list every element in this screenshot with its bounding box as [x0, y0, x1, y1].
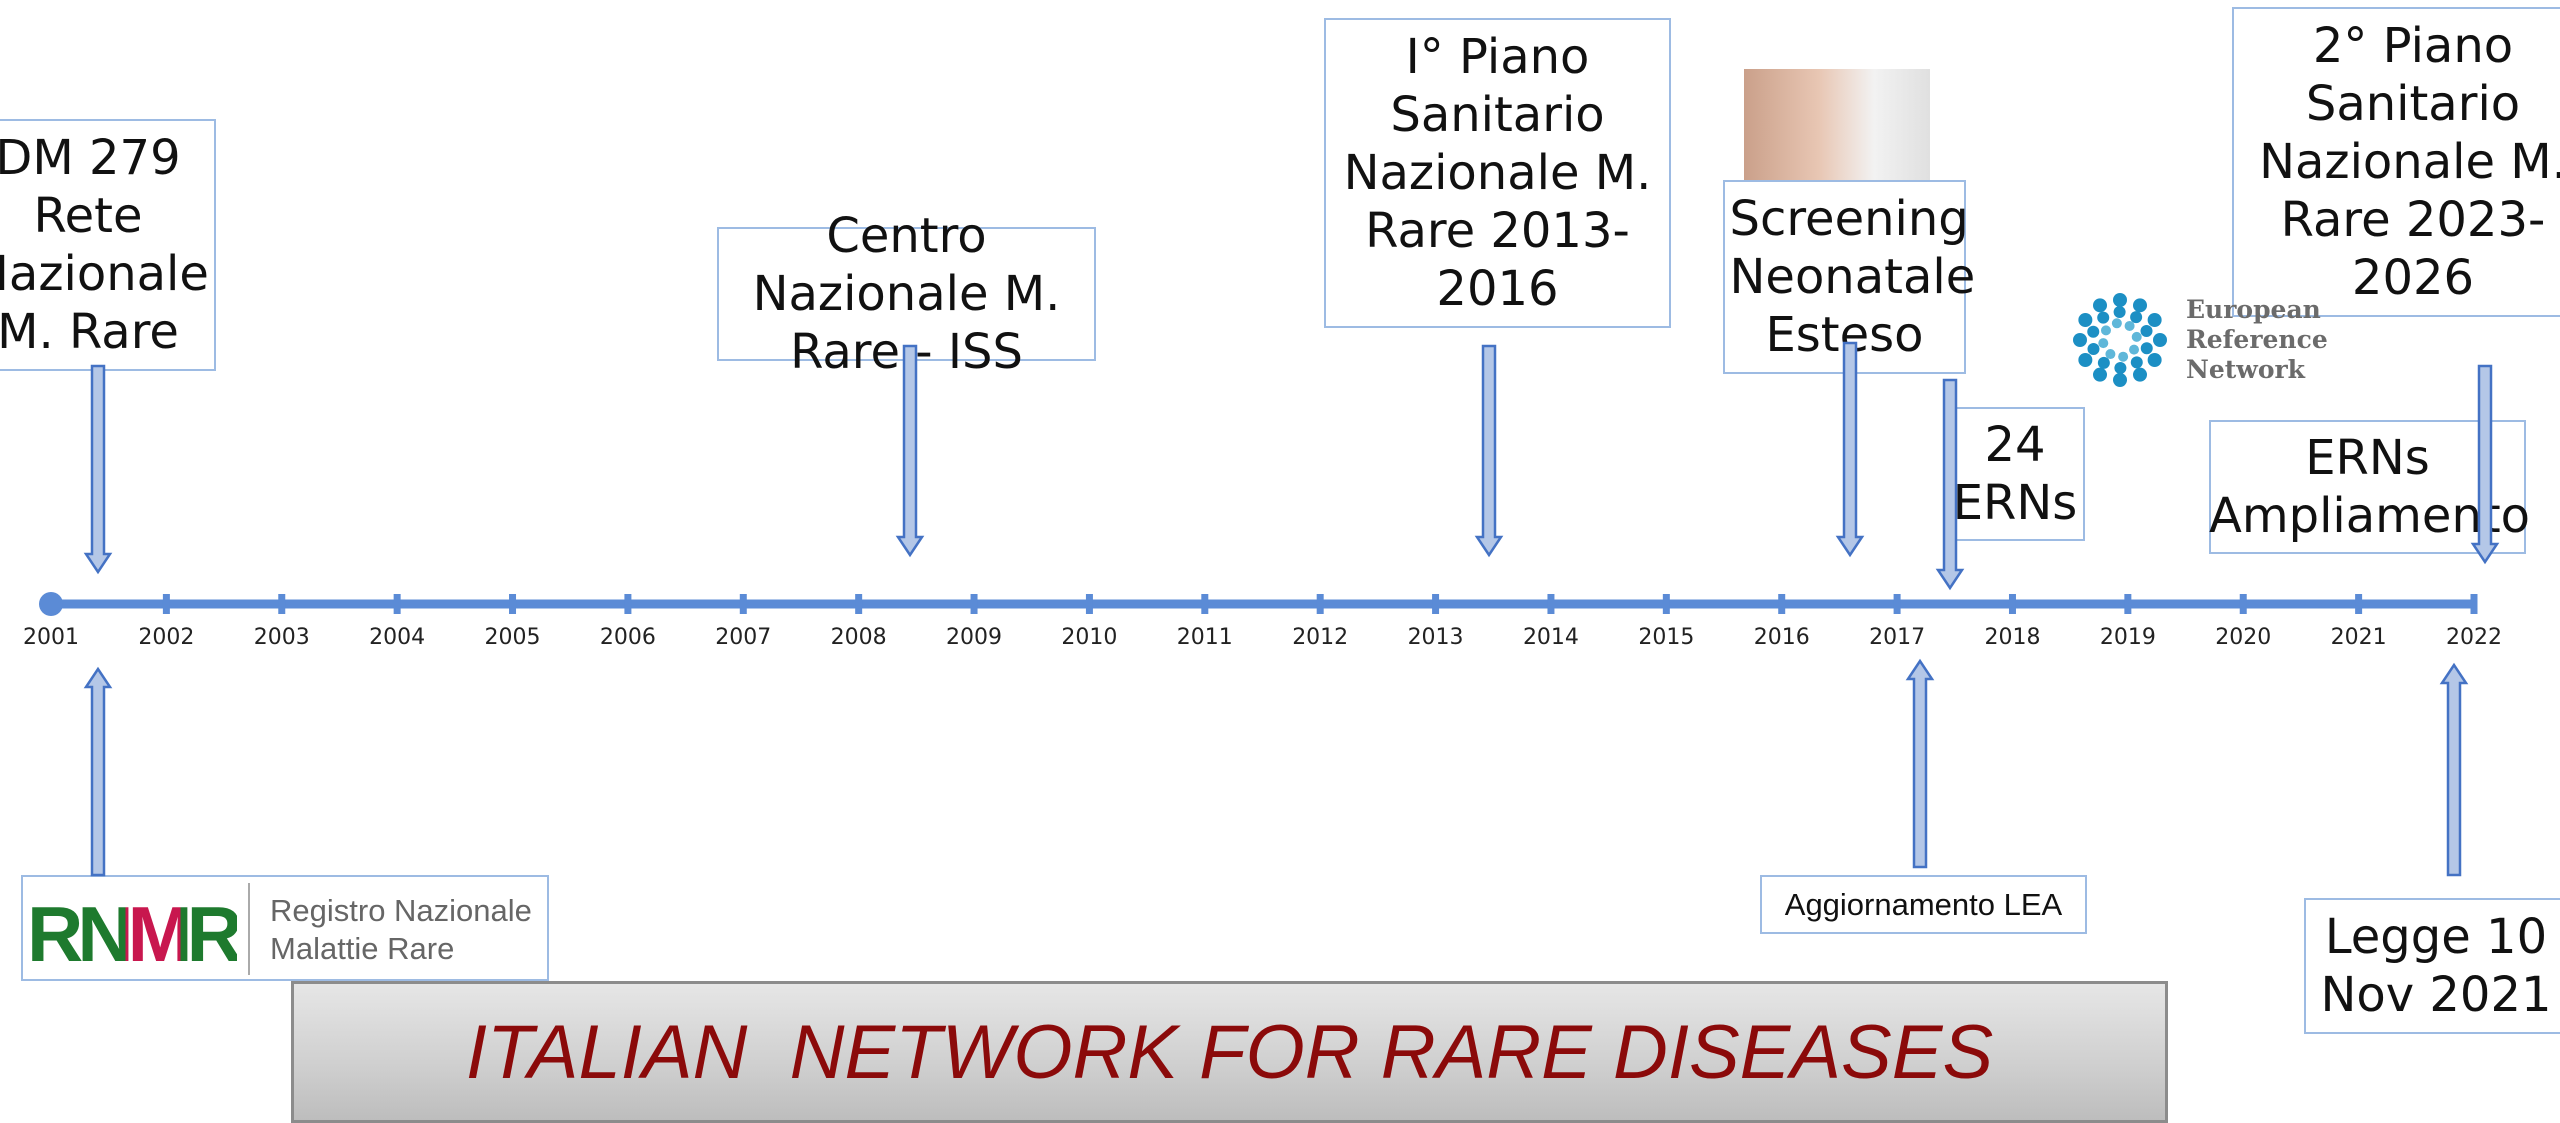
year-label: 2009: [946, 625, 1002, 650]
year-label: 2019: [2100, 625, 2156, 650]
year-label: 2022: [2446, 625, 2502, 650]
year-label: 2004: [369, 625, 425, 650]
year-label: 2010: [1061, 625, 1117, 650]
event-label: DM 279 Rete Nazionale M. Rare: [0, 129, 203, 361]
event-label: 2° Piano Sanitario Nazionale M. Rare 202…: [2248, 17, 2560, 307]
event-label: 24 ERNs: [1950, 416, 2080, 532]
timeline-start: [39, 592, 63, 616]
year-label: 2002: [138, 625, 194, 650]
event-label: Screening Neonatale Esteso: [1730, 190, 1960, 364]
event-label: Aggiornamento LEA: [1785, 876, 2062, 934]
year-label: 2005: [485, 625, 541, 650]
banner: ITALIAN NETWORK FOR RARE DISEASES: [291, 981, 2168, 1123]
event-label: Legge 10 Nov 2021: [2306, 908, 2560, 1024]
year-label: 2015: [1638, 625, 1694, 650]
event-box: Aggiornamento LEA: [1760, 875, 2087, 934]
year-label: 2007: [715, 625, 771, 650]
event-box: Screening Neonatale Esteso: [1723, 180, 1966, 374]
rnmr-text: Registro Nazionale: [270, 893, 532, 929]
event-box: Centro Nazionale M. Rare - ISS: [717, 227, 1096, 361]
year-label: 2014: [1523, 625, 1579, 650]
rnmr-divider: [248, 883, 250, 975]
event-label: ERNs Ampliamento: [2209, 429, 2526, 545]
year-label: 2012: [1292, 625, 1348, 650]
year-label: 2003: [254, 625, 310, 650]
event-label: I° Piano Sanitario Nazionale M. Rare 201…: [1338, 28, 1658, 318]
year-label: 2011: [1177, 625, 1233, 650]
year-label: 2018: [1984, 625, 2040, 650]
year-label: 2013: [1408, 625, 1464, 650]
year-label: 2001: [23, 625, 79, 650]
rnmr-text: Malattie Rare: [270, 931, 454, 967]
year-label: 2021: [2331, 625, 2387, 650]
year-label: 2016: [1754, 625, 1810, 650]
rnmr-mark: RNMR: [27, 889, 237, 980]
event-box: DM 279 Rete Nazionale M. Rare: [0, 119, 216, 371]
page: {"timeline": {"years": ["2001","2002","2…: [0, 0, 2560, 1123]
event-label: Centro Nazionale M. Rare - ISS: [719, 207, 1094, 381]
year-label: 2008: [831, 625, 887, 650]
rnmr-logo: RNMR Registro Nazionale Malattie Rare: [21, 875, 549, 981]
event-box: I° Piano Sanitario Nazionale M. Rare 201…: [1324, 18, 1671, 328]
event-box: 24 ERNs: [1945, 407, 2085, 541]
event-box: Legge 10 Nov 2021: [2304, 898, 2560, 1034]
year-label: 2020: [2215, 625, 2271, 650]
newborn-photo: [1744, 69, 1930, 186]
event-box: ERNs Ampliamento: [2209, 420, 2526, 554]
year-label: 2017: [1869, 625, 1925, 650]
year-label: 2006: [600, 625, 656, 650]
event-box: 2° Piano Sanitario Nazionale M. Rare 202…: [2232, 7, 2560, 317]
